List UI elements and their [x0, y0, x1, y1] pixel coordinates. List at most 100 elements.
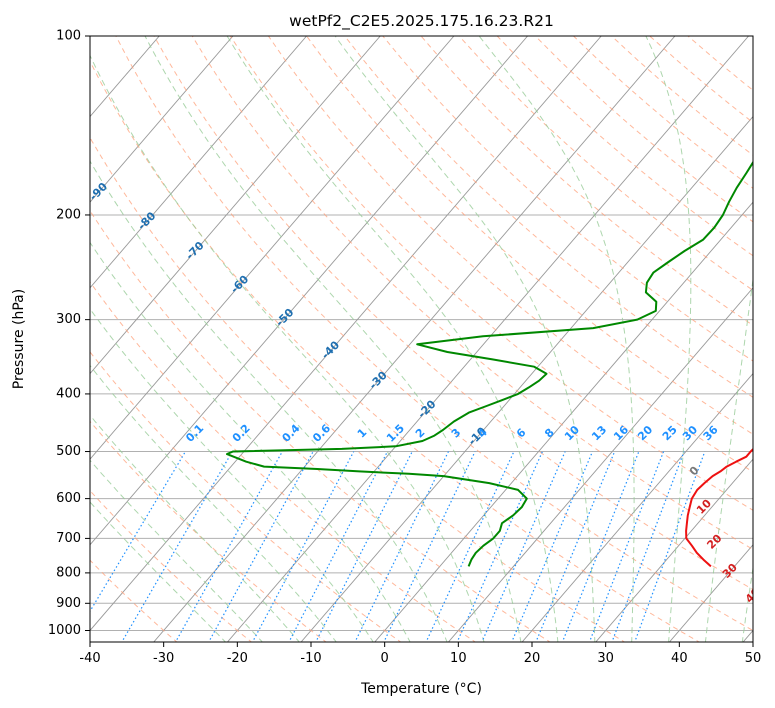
y-tick-label: 200 [56, 207, 81, 222]
y-tick-label: 900 [56, 596, 81, 611]
x-tick-label: 40 [671, 651, 688, 666]
mixing-ratio-line [354, 451, 449, 642]
mixing-ratio-line [511, 451, 594, 642]
moist-adiabat [334, 36, 596, 642]
mixing-ratio-label: 1.5 [384, 422, 407, 445]
mixing-ratio-label: 0.1 [183, 422, 206, 445]
x-tick-label: 10 [450, 651, 467, 666]
x-tick-label: -30 [153, 651, 174, 666]
x-tick-label: 0 [381, 651, 389, 666]
mixing-ratio-label: 2 [413, 426, 428, 441]
y-tick-label: 300 [56, 312, 81, 327]
mixing-ratio-label: 30 [680, 423, 700, 443]
y-tick-label: 500 [56, 444, 81, 459]
mixing-ratio-label: 25 [660, 423, 680, 443]
x-tick-label: 50 [745, 651, 762, 666]
plot-lines [226, 160, 753, 568]
mixing-ratio-label: 3 [449, 426, 464, 441]
x-tick-label: 30 [597, 651, 614, 666]
moist-adiabat [226, 36, 559, 642]
mixing-ratio-line [251, 451, 355, 642]
mixing-ratio-label: 0.6 [310, 421, 333, 444]
mixing-ratio-line [456, 451, 543, 642]
moist-adiabat-label: 10 [694, 496, 714, 516]
isotherm-line [90, 36, 602, 632]
y-tick-label: 600 [56, 491, 81, 506]
isotherm-line [90, 36, 307, 289]
mixing-ratio-label: 10 [562, 423, 582, 443]
y-tick-label: 700 [56, 531, 81, 546]
dewpoint-profile-line [226, 160, 753, 567]
mixing-ratio-label: 20 [635, 423, 655, 443]
dry-adiabat [90, 60, 701, 642]
moist-adiabat-label: 40 [743, 585, 763, 605]
moist-adiabat [90, 308, 374, 642]
dry-adiabat [458, 36, 753, 291]
mixing-ratio-label: 6 [514, 426, 529, 441]
moist-adiabat [90, 414, 300, 642]
mixing-ratio-line [535, 451, 616, 642]
moist-adiabat [90, 241, 411, 642]
dry-adiabat [90, 489, 253, 642]
isotherm-line [374, 201, 753, 642]
mixing-ratio-label: 1 [355, 426, 370, 441]
isotherm-line [90, 36, 381, 375]
moist-adiabat [645, 36, 692, 642]
dry-adiabat [611, 36, 753, 156]
x-tick-label: -10 [300, 651, 321, 666]
moist-adiabat [704, 275, 753, 642]
dry-adiabat [573, 36, 753, 189]
dry-adiabat [649, 36, 753, 124]
mixing-ratio-label: 8 [542, 426, 557, 441]
moist-adiabat [90, 364, 337, 642]
mixing-ratio-line [121, 451, 233, 642]
x-axis: -40 -30 -20 -10 0 10 20 30 40 50 [79, 642, 761, 666]
y-axis-title: Pressure (hPa) [11, 289, 27, 389]
moist-adiabat [90, 459, 263, 642]
dry-adiabat [229, 36, 753, 511]
dry-adiabat [115, 36, 753, 632]
mixing-ratio-line [208, 451, 314, 642]
temperature-profile-line [685, 447, 753, 568]
dry-adiabat [306, 36, 753, 435]
y-tick-label: 400 [56, 386, 81, 401]
dry-adiabat [420, 36, 753, 326]
dry-adiabat [90, 351, 402, 642]
plot-frame [89, 35, 754, 643]
isotherm-line [226, 36, 749, 642]
moist-adiabat [144, 36, 522, 642]
x-tick-label: 20 [524, 651, 541, 666]
mixing-ratio-label: 0.4 [280, 421, 303, 444]
y-tick-label: 1000 [48, 623, 81, 638]
dry-adiabat [90, 420, 327, 642]
plot-line-labels: -100-90-80-70-60-50-40-30-20-100.1 0.2 0.4… [90, 180, 763, 606]
mixing-ratio-line [561, 451, 640, 642]
x-axis-title: Temperature (°C) [360, 681, 482, 697]
isotherm-line [90, 36, 528, 546]
isotherm-line [521, 372, 753, 642]
moist-adiabat [90, 160, 448, 642]
dry-adiabat [90, 136, 626, 642]
y-axis: 100 200 300 400 500 600 700 800 900 1000 [48, 29, 90, 638]
dry-adiabat [191, 36, 753, 551]
isotherm-line [447, 287, 753, 642]
mixing-ratio-label: 16 [611, 423, 631, 443]
mixing-ratio-label: 0.2 [230, 422, 253, 445]
y-tick-label: 800 [56, 565, 81, 580]
x-tick-label: -20 [227, 651, 248, 666]
mixing-ratio-line [90, 451, 186, 613]
dry-adiabat [344, 36, 753, 398]
mixing-ratio-label: 36 [701, 423, 721, 443]
moist-adiabat [90, 54, 485, 642]
mixing-ratio-line [383, 451, 476, 642]
dry-adiabat [496, 36, 753, 257]
isotherm-line [90, 36, 234, 203]
chart-title: wetPf2_C2E5.2025.175.16.23.R21 [289, 12, 554, 31]
dry-adiabat [90, 281, 477, 642]
isotherm-line [595, 458, 753, 642]
mixing-ratio-line [611, 451, 685, 642]
mixing-ratio-label: 13 [589, 423, 609, 443]
mixing-ratio-line [481, 451, 566, 642]
moist-adiabat [741, 564, 753, 642]
